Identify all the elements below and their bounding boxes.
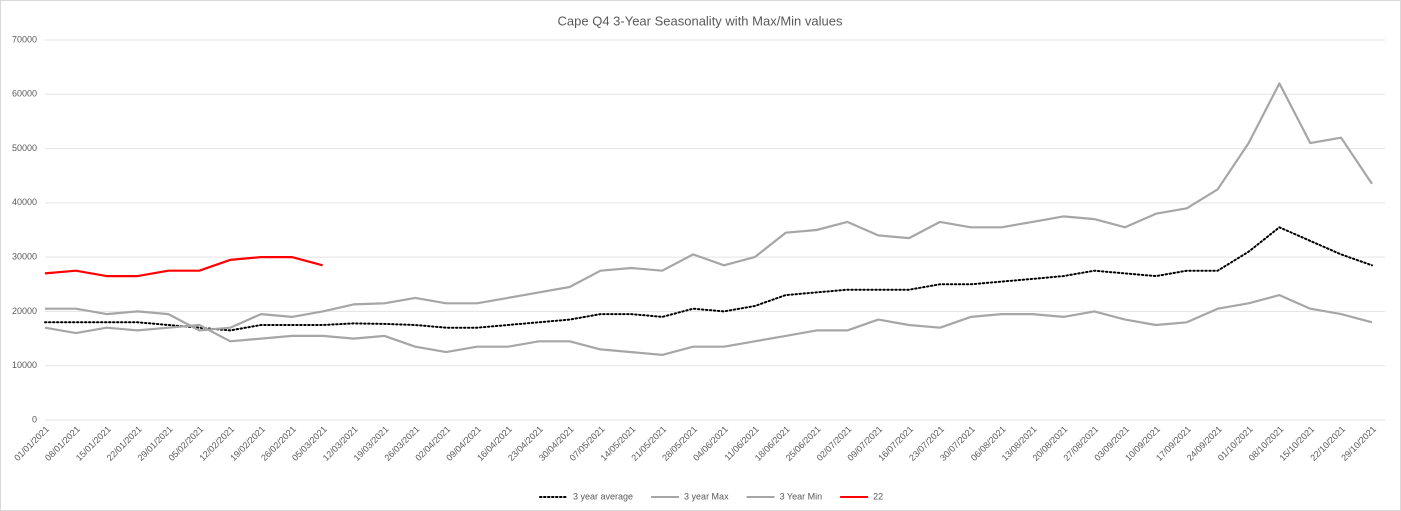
chart-title: Cape Q4 3-Year Seasonality with Max/Min … bbox=[558, 13, 843, 28]
series-line bbox=[44, 256, 323, 278]
y-tick-label: 50000 bbox=[12, 143, 37, 153]
series-line bbox=[44, 294, 1373, 356]
y-tick-label: 30000 bbox=[12, 252, 37, 262]
series-line bbox=[45, 82, 1373, 332]
y-tick-label: 60000 bbox=[12, 89, 37, 99]
legend-label: 3 Year Min bbox=[780, 491, 823, 501]
y-tick-label: 10000 bbox=[12, 360, 37, 370]
legend-label: 3 year Max bbox=[684, 491, 729, 501]
y-tick-label: 20000 bbox=[12, 306, 37, 316]
y-tick-label: 0 bbox=[32, 414, 37, 424]
legend-label: 3 year average bbox=[573, 491, 633, 501]
y-tick-label: 40000 bbox=[12, 197, 37, 207]
y-tick-label: 70000 bbox=[12, 34, 37, 44]
series-line bbox=[44, 226, 1373, 332]
legend-label: 22 bbox=[873, 491, 883, 501]
